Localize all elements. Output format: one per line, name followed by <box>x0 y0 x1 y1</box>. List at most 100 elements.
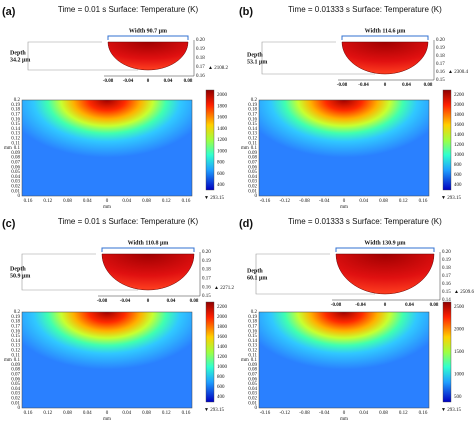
inset-x-tick: 0 <box>384 83 387 88</box>
x-tick-label: 0.16 <box>419 199 428 204</box>
y-tick-label: 0.14 <box>248 127 257 132</box>
y-tick-label: 0.11 <box>248 141 257 146</box>
y-tick-label: 0.2 <box>14 98 21 103</box>
panel: (b) Time = 0.01333 s Surface: Temperature… <box>239 5 468 210</box>
y-tick-label: 0.06 <box>248 165 257 170</box>
x-tick-label: -0.12 <box>280 411 291 416</box>
colorbar-tick: 2200 <box>217 305 228 310</box>
y-axis-label: mm <box>4 358 12 363</box>
panel-label: (b) <box>239 6 253 18</box>
melt-pool <box>341 41 429 75</box>
y-tick-label: 0.15 <box>11 122 20 127</box>
y-tick-label: 0.17 <box>11 113 20 118</box>
inset-y-tick: 0.20 <box>196 38 205 43</box>
depth-value: 53.1 μm <box>247 59 267 65</box>
colorbar-tick: 1600 <box>454 123 465 128</box>
max-label: ▲ 2300.4 <box>448 70 468 75</box>
y-tick-label: 0.02 <box>248 185 257 190</box>
y-tick-label: 0.04 <box>248 175 257 180</box>
y-axis-label: mm <box>4 146 12 151</box>
y-tick-label: 0.03 <box>248 392 257 397</box>
x-tick-label: -0.16 <box>260 199 271 204</box>
y-tick-label: 0.09 <box>248 363 257 368</box>
depth-value: 60.1 μm <box>247 275 267 281</box>
inset-y-tick: 0.16 <box>442 282 451 287</box>
heatmap <box>21 99 193 197</box>
heatmap <box>258 99 430 197</box>
inset-y-tick: 0.16 <box>202 285 211 290</box>
panel: (a) Time = 0.01 s Surface: Temperature (K… <box>2 5 228 210</box>
y-tick-label: 0.14 <box>11 339 20 344</box>
depth-value: 50.9 μm <box>10 273 30 279</box>
colorbar-tick: 1400 <box>217 345 228 350</box>
y-tick-label: 0.09 <box>11 151 20 156</box>
inset-x-tick: 0 <box>147 299 150 304</box>
y-tick-label: 0.2 <box>251 310 258 315</box>
y-tick-label: 0 <box>255 406 258 411</box>
y-tick-label: 0.07 <box>248 373 257 378</box>
depth-value: 34.2 μm <box>10 57 30 63</box>
colorbar-tick: 1800 <box>217 104 228 109</box>
y-tick-label: 0.06 <box>11 377 20 382</box>
inset-y-tick: 0.17 <box>196 65 205 70</box>
x-tick-label: 0.08 <box>142 411 151 416</box>
x-tick-label: 0 <box>106 411 109 416</box>
y-tick-label: 0 <box>18 406 21 411</box>
depth-bracket <box>27 41 138 71</box>
colorbar-tick: 1000 <box>217 365 228 370</box>
y-tick-label: 0.08 <box>248 368 257 373</box>
x-tick-label: -0.08 <box>299 199 310 204</box>
heatmap <box>21 311 193 409</box>
y-tick-label: 0.04 <box>11 387 20 392</box>
x-tick-label: -0.04 <box>319 199 330 204</box>
x-tick-label: 0.12 <box>399 199 408 204</box>
y-tick-label: 0.02 <box>248 397 257 402</box>
y-tick-label: 0 <box>18 194 21 199</box>
colorbar-tick: 2000 <box>454 103 465 108</box>
inset-x-tick: 0 <box>384 303 387 308</box>
inset-x-tick: -0.04 <box>120 299 131 304</box>
x-tick-label: 0.08 <box>63 199 72 204</box>
max-label: ▲ 2271.2 <box>214 286 234 291</box>
y-tick-label: 0.01 <box>248 401 257 406</box>
y-tick-label: 0.1 <box>251 146 258 151</box>
panel-title: Time = 0.01333 s Surface: Temperature (K… <box>288 217 442 226</box>
colorbar-tick: 1500 <box>454 350 465 355</box>
inset-y-tick: 0.18 <box>442 266 451 271</box>
inset-x-tick: -0.08 <box>337 83 348 88</box>
width-bracket <box>107 35 189 40</box>
inset-x-tick: 0 <box>147 79 150 84</box>
x-tick-label: 0.12 <box>162 411 171 416</box>
panel-title: Time = 0.01 s Surface: Temperature (K) <box>58 5 199 14</box>
inset-y-tick: 0.18 <box>202 268 211 273</box>
inset-y-tick: 0.19 <box>202 259 211 264</box>
min-label: ▼ 293.15 <box>204 408 224 413</box>
colorbar-tick: 600 <box>217 385 225 390</box>
x-axis-label: mm <box>103 205 111 210</box>
colorbar-tick: 2200 <box>454 93 465 98</box>
y-axis-label: mm <box>241 358 249 363</box>
inset-y-tick: 0.17 <box>442 274 451 279</box>
y-tick-label: 0.01 <box>11 189 20 194</box>
y-tick-label: 0.16 <box>11 117 20 122</box>
inset-x-tick: 0.08 <box>190 299 199 304</box>
x-tick-label: 0.04 <box>122 411 131 416</box>
inset-y-tick: 0.18 <box>196 56 205 61</box>
x-tick-label: 0.08 <box>379 411 388 416</box>
inset-y-tick: 0.20 <box>202 250 211 255</box>
colorbar-tick: 400 <box>217 395 225 400</box>
depth-label: Depth <box>247 268 263 274</box>
colorbar <box>205 89 215 191</box>
y-tick-label: 0.17 <box>11 325 20 330</box>
y-tick-label: 0.05 <box>248 382 257 387</box>
inset-x-tick: -0.04 <box>123 79 134 84</box>
colorbar-tick: 800 <box>217 375 225 380</box>
y-tick-label: 0.15 <box>248 334 257 339</box>
inset-y-tick: 0.19 <box>196 47 205 52</box>
y-tick-label: 0.07 <box>11 373 20 378</box>
y-tick-label: 0.1 <box>14 358 21 363</box>
x-tick-label: 0.12 <box>43 411 52 416</box>
y-tick-label: 0.02 <box>11 185 20 190</box>
y-tick-label: 0.04 <box>248 387 257 392</box>
x-tick-label: 0 <box>106 199 109 204</box>
